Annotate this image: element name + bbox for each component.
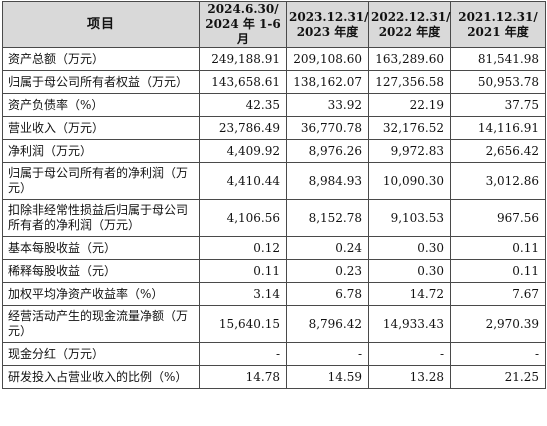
table-row: 营业收入（万元） 23,786.49 36,770.78 32,176.52 1… [2,116,546,140]
header-period-1: 2024.6.30/ 2024 年 1-6 月 [199,1,287,48]
table-row: 基本每股收益（元） 0.12 0.24 0.30 0.11 [2,236,546,260]
cell-value: 21.25 [450,365,546,389]
cell-value: 143,658.61 [199,70,287,94]
cell-value: 14.72 [368,282,451,306]
header-period-2-date: 2023.12.31/ [289,9,369,24]
cell-value: 42.35 [199,93,287,117]
header-period-3-date: 2022.12.31/ [371,9,451,24]
cell-value: 81,541.98 [450,47,546,71]
table-header-row: 项目 2024.6.30/ 2024 年 1-6 月 2023.12.31/ 2… [2,1,546,48]
cell-value: 967.56 [450,199,546,237]
cell-value: 0.23 [286,259,369,283]
cell-value: 14.78 [199,365,287,389]
cell-value: 50,953.78 [450,70,546,94]
cell-value: 163,289.60 [368,47,451,71]
cell-value: - [199,342,287,366]
row-label: 资产总额（万元） [2,47,200,71]
cell-value: 32,176.52 [368,116,451,140]
cell-value: - [368,342,451,366]
cell-value: 33.92 [286,93,369,117]
cell-value: 22.19 [368,93,451,117]
row-label: 加权平均净资产收益率（%） [2,282,200,306]
cell-value: 7.67 [450,282,546,306]
cell-value: 0.30 [368,236,451,260]
cell-value: - [286,342,369,366]
cell-value: 14,116.91 [450,116,546,140]
cell-value: 0.11 [199,259,287,283]
cell-value: 37.75 [450,93,546,117]
cell-value: 2,656.42 [450,139,546,163]
cell-value: 0.11 [450,236,546,260]
cell-value: 23,786.49 [199,116,287,140]
table-row: 研发投入占营业收入的比例（%） 14.78 14.59 13.28 21.25 [2,365,546,389]
cell-value: 2,970.39 [450,305,546,343]
table-row: 净利润（万元） 4,409.92 8,976.26 9,972.83 2,656… [2,139,546,163]
table-row: 资产总额（万元） 249,188.91 209,108.60 163,289.6… [2,47,546,71]
row-label: 营业收入（万元） [2,116,200,140]
cell-value: 36,770.78 [286,116,369,140]
cell-value: 8,976.26 [286,139,369,163]
header-period-4-span: 2021 年度 [467,24,529,39]
row-label: 净利润（万元） [2,139,200,163]
cell-value: 6.78 [286,282,369,306]
table-row: 现金分红（万元） - - - - [2,342,546,366]
header-period-1-span: 2024 年 1-6 月 [205,17,281,46]
cell-value: 13.28 [368,365,451,389]
table-row: 扣除非经常性损益后归属于母公司所有者的净利润（万元） 4,106.56 8,15… [2,199,546,237]
cell-value: 138,162.07 [286,70,369,94]
cell-value: 4,410.44 [199,162,287,200]
cell-value: 15,640.15 [199,305,287,343]
cell-value: 14,933.43 [368,305,451,343]
table-row: 经营活动产生的现金流量净额（万元） 15,640.15 8,796.42 14,… [2,305,546,343]
cell-value: 4,106.56 [199,199,287,237]
cell-value: 4,409.92 [199,139,287,163]
cell-value: - [450,342,546,366]
financial-indicators-table: 项目 2024.6.30/ 2024 年 1-6 月 2023.12.31/ 2… [2,1,546,389]
cell-value: 8,984.93 [286,162,369,200]
header-period-4: 2021.12.31/ 2021 年度 [450,1,546,48]
cell-value: 127,356.58 [368,70,451,94]
cell-value: 0.12 [199,236,287,260]
header-period-1-date: 2024.6.30/ [207,2,279,16]
cell-value: 0.11 [450,259,546,283]
cell-value: 9,972.83 [368,139,451,163]
table-row: 归属于母公司所有者权益（万元） 143,658.61 138,162.07 12… [2,70,546,94]
row-label: 归属于母公司所有者权益（万元） [2,70,200,94]
row-label: 基本每股收益（元） [2,236,200,260]
header-period-3: 2022.12.31/ 2022 年度 [368,1,451,48]
row-label: 归属于母公司所有者的净利润（万元） [2,162,200,200]
header-period-2: 2023.12.31/ 2023 年度 [286,1,369,48]
cell-value: 249,188.91 [199,47,287,71]
table-row: 归属于母公司所有者的净利润（万元） 4,410.44 8,984.93 10,0… [2,162,546,200]
cell-value: 8,152.78 [286,199,369,237]
table-row: 加权平均净资产收益率（%） 3.14 6.78 14.72 7.67 [2,282,546,306]
cell-value: 8,796.42 [286,305,369,343]
cell-value: 209,108.60 [286,47,369,71]
cell-value: 0.24 [286,236,369,260]
header-period-3-span: 2022 年度 [378,24,441,39]
cell-value: 3,012.86 [450,162,546,200]
row-label: 稀释每股收益（元） [2,259,200,283]
row-label: 资产负债率（%） [2,93,200,117]
header-item: 项目 [2,1,200,48]
row-label: 现金分红（万元） [2,342,200,366]
cell-value: 9,103.53 [368,199,451,237]
table-row: 资产负债率（%） 42.35 33.92 22.19 37.75 [2,93,546,117]
header-period-2-span: 2023 年度 [296,24,359,39]
cell-value: 10,090.30 [368,162,451,200]
row-label: 扣除非经常性损益后归属于母公司所有者的净利润（万元） [2,199,200,237]
cell-value: 3.14 [199,282,287,306]
table-row: 稀释每股收益（元） 0.11 0.23 0.30 0.11 [2,259,546,283]
row-label: 研发投入占营业收入的比例（%） [2,365,200,389]
cell-value: 14.59 [286,365,369,389]
row-label: 经营活动产生的现金流量净额（万元） [2,305,200,343]
cell-value: 0.30 [368,259,451,283]
header-period-4-date: 2021.12.31/ [458,9,538,24]
